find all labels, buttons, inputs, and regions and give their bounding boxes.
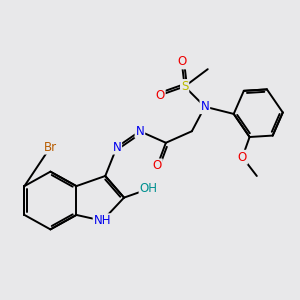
Text: N: N	[136, 125, 144, 138]
Text: NH: NH	[94, 214, 111, 227]
Text: OH: OH	[140, 182, 158, 196]
Text: N: N	[112, 141, 121, 154]
Text: O: O	[238, 151, 247, 164]
Text: O: O	[177, 56, 186, 68]
Text: N: N	[200, 100, 209, 113]
Text: Br: Br	[44, 141, 57, 154]
Text: O: O	[155, 89, 165, 102]
Text: O: O	[153, 159, 162, 172]
Text: S: S	[181, 80, 188, 93]
